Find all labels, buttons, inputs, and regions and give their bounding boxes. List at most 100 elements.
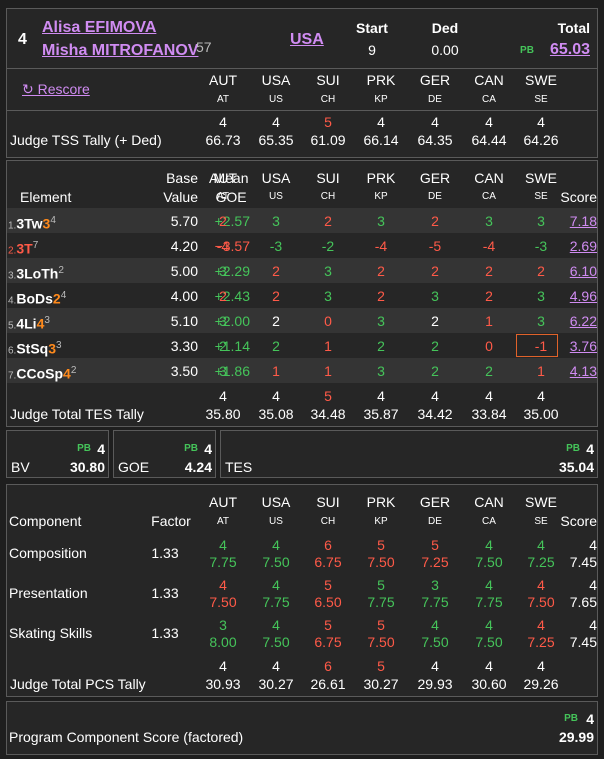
tally-score: 65.35 xyxy=(258,132,294,148)
judge-goe: 3 xyxy=(272,212,280,229)
tally-rank: 4 xyxy=(431,114,439,130)
tally-score: 66.73 xyxy=(205,132,241,148)
judge-country: CA xyxy=(482,516,496,527)
column-header: GOE xyxy=(215,189,247,205)
base-value: 3.30 xyxy=(170,337,198,354)
judge-goe: 1 xyxy=(537,362,545,379)
judge-country: AT xyxy=(216,94,230,105)
element-note: 2 xyxy=(58,264,64,276)
tally-score: 26.61 xyxy=(310,676,346,692)
tally-score: 29.26 xyxy=(523,676,559,692)
component-rank: 4 xyxy=(589,617,597,633)
element-score[interactable]: 7.18 xyxy=(569,212,597,229)
rank: 4 xyxy=(18,31,27,48)
judge-rank: 3 xyxy=(431,577,439,593)
judge-rank: 4 xyxy=(219,537,227,553)
judge-goe: 2 xyxy=(431,212,439,229)
component-factor: 1.33 xyxy=(151,625,179,641)
judge-rank: 4 xyxy=(431,617,439,633)
tally-rank: 4 xyxy=(485,388,493,404)
total-label: Total xyxy=(557,20,590,36)
pb-rank: 4 xyxy=(586,711,594,727)
judge-rank: 5 xyxy=(324,617,332,633)
judge-code: CAN xyxy=(474,170,504,186)
element-score[interactable]: 4.13 xyxy=(569,362,597,379)
column-header: Score xyxy=(560,189,597,205)
tally-rank: 4 xyxy=(219,114,227,130)
nation[interactable]: USA xyxy=(290,31,324,48)
judge-code: GER xyxy=(419,170,451,186)
base-value: 4.20 xyxy=(170,237,198,254)
element-level: 4 xyxy=(63,365,71,382)
judge-goe: 3 xyxy=(377,212,385,229)
summary-label: GOE xyxy=(118,459,150,475)
tally-score: 35.87 xyxy=(363,406,399,422)
judge-goe: 2 xyxy=(485,262,493,279)
column-header: Factor xyxy=(151,513,191,529)
element-index: 2. xyxy=(8,245,17,257)
judge-rank: 4 xyxy=(485,617,493,633)
rescore-button[interactable]: ↻ Rescore xyxy=(22,81,90,97)
element-level: 2 xyxy=(52,290,61,307)
element-score[interactable]: 2.69 xyxy=(569,237,597,254)
judge-goe: 3 xyxy=(537,212,545,229)
tally-score: 64.44 xyxy=(471,132,507,148)
judge-country: CH xyxy=(320,516,336,527)
judge-code: PRK xyxy=(366,170,396,186)
judge-goe: 2 xyxy=(272,287,280,304)
element-code: StSq xyxy=(16,340,49,357)
judge-goe: 2 xyxy=(431,312,439,329)
skater-name[interactable]: Misha MITROFANOV xyxy=(42,42,199,59)
judge-code: SUI xyxy=(316,72,340,88)
row-stripe xyxy=(7,308,597,333)
judge-rank: 4 xyxy=(272,617,280,633)
element-note: 3 xyxy=(44,314,50,326)
tally-score: 34.42 xyxy=(417,406,453,422)
judge-goe: 2 xyxy=(219,287,227,304)
element-note: 3 xyxy=(56,339,62,351)
judge-mark: 7.75 xyxy=(262,594,290,610)
judge-country: DE xyxy=(428,94,442,105)
pb-badge: PB xyxy=(77,443,91,454)
element-score[interactable]: 6.22 xyxy=(569,312,597,329)
judge-code: SWE xyxy=(525,72,557,88)
judge-country: AT xyxy=(216,191,230,202)
judge-code: GER xyxy=(419,72,451,88)
tally-score: 35.80 xyxy=(205,406,241,422)
tally-score: 61.09 xyxy=(310,132,346,148)
column-header: Component xyxy=(9,513,82,529)
judge-goe: 1 xyxy=(485,312,493,329)
mean-goe: +2.43 xyxy=(214,287,250,304)
base-value: 3.50 xyxy=(170,362,198,379)
total-value[interactable]: 65.03 xyxy=(549,41,590,58)
skater-name[interactable]: Alisa EFIMOVA xyxy=(42,19,157,36)
element-index: 6. xyxy=(8,345,17,357)
tally-score: 30.27 xyxy=(363,676,399,692)
ded-label: Ded xyxy=(431,20,459,36)
element-score[interactable]: 6.10 xyxy=(569,262,597,279)
element-score[interactable]: 3.76 xyxy=(569,337,597,354)
judge-goe: 3 xyxy=(219,362,227,379)
judge-country: KP xyxy=(374,191,388,202)
tally-rank: 4 xyxy=(219,388,227,404)
judge-code: USA xyxy=(261,170,291,186)
judge-goe: 0 xyxy=(324,312,332,329)
tally-label: Judge Total PCS Tally xyxy=(10,676,146,692)
elements-panel xyxy=(6,160,598,427)
judge-goe: 2 xyxy=(377,287,385,304)
tally-rank: 4 xyxy=(272,388,280,404)
tally-score: 30.60 xyxy=(471,676,507,692)
element-score[interactable]: 4.96 xyxy=(569,287,597,304)
judge-goe: 3 xyxy=(324,287,332,304)
judge-rank: 4 xyxy=(272,537,280,553)
pb-rank: 4 xyxy=(204,441,212,457)
column-header: Element xyxy=(20,189,72,205)
summary-box xyxy=(6,430,109,478)
judge-rank: 4 xyxy=(537,617,545,633)
judge-country: US xyxy=(269,191,283,202)
judge-code: SWE xyxy=(525,494,557,510)
element-note: 4 xyxy=(60,289,67,301)
judge-rank: 4 xyxy=(219,577,227,593)
row-stripe xyxy=(7,258,597,283)
judge-code: SUI xyxy=(316,494,340,510)
